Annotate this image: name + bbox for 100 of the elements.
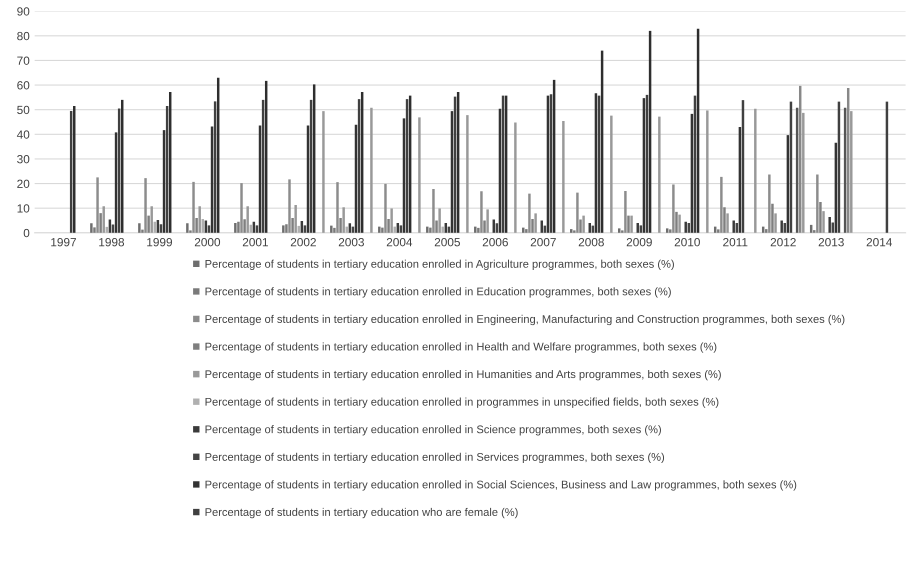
bar (418, 117, 421, 233)
y-tick-label: 10 (18, 204, 30, 213)
x-tick-label: 2001 (242, 238, 268, 246)
bar (492, 220, 496, 233)
x-tick-label: 1999 (147, 238, 172, 246)
bar (552, 80, 556, 233)
y-tick-label: 90 (17, 7, 30, 16)
bar (834, 142, 838, 233)
legend-label: Percentage of students in tertiary education enrolled in programmes in unspecified fields, both sexes (%) (206, 398, 718, 408)
bar (496, 223, 498, 233)
bar (426, 226, 429, 233)
bar (726, 213, 729, 233)
bar (352, 226, 354, 233)
bar (256, 225, 258, 233)
bar (408, 96, 412, 233)
bar (784, 222, 786, 233)
bar (618, 228, 620, 233)
bar (381, 228, 384, 233)
bar (771, 204, 774, 233)
bar (765, 229, 768, 233)
bar (358, 99, 360, 233)
bar (477, 228, 480, 233)
bar (588, 222, 591, 233)
x-tick-label: 2010 (674, 238, 700, 246)
x-tick-label: 2014 (866, 238, 892, 246)
bar (723, 207, 726, 233)
bar (690, 114, 694, 233)
bar (370, 108, 373, 233)
bar (582, 216, 585, 233)
bar (291, 218, 294, 233)
y-tick-label: 30 (17, 154, 30, 164)
bar (330, 226, 333, 233)
bar (666, 228, 668, 233)
bar (450, 111, 454, 233)
bar (432, 188, 435, 233)
bar (262, 100, 264, 233)
bar (246, 206, 249, 233)
bar (844, 108, 846, 233)
bar (333, 228, 336, 233)
x-tick-label: 2002 (290, 238, 316, 246)
x-tick-label: 2000 (194, 238, 220, 246)
bar (819, 202, 822, 233)
bar (504, 96, 508, 233)
bar (738, 126, 742, 233)
x-tick-label: 2004 (386, 238, 412, 246)
bar (474, 226, 477, 233)
y-tick-label: 40 (16, 130, 30, 139)
bar (147, 216, 150, 233)
bar (202, 219, 204, 233)
legend-label: Percentage of students in tertiary education enrolled in Agriculture programmes, both sexes (%) (206, 260, 674, 270)
bar (630, 216, 633, 233)
bar (502, 96, 504, 233)
bar (480, 191, 483, 233)
bar (121, 100, 124, 233)
bar (90, 223, 93, 233)
bar (486, 209, 489, 233)
bar (610, 116, 613, 233)
bar (642, 98, 646, 233)
bar (195, 218, 198, 233)
x-tick-label: 2006 (482, 238, 508, 246)
bar (706, 110, 709, 233)
bar (70, 110, 72, 233)
bar (192, 182, 195, 233)
bar (360, 92, 364, 233)
bar (243, 219, 246, 233)
bar (138, 223, 141, 233)
bar (99, 213, 102, 233)
bar (250, 224, 252, 233)
bar (390, 208, 393, 233)
bar (592, 226, 594, 233)
legend-label: Percentage of students in tertiary education enrolled in Health and Welfare programmes, both sexes (%) (206, 342, 716, 353)
bar (204, 220, 208, 233)
bar (186, 223, 189, 233)
bar (796, 108, 798, 233)
bar (234, 222, 237, 233)
bar (576, 192, 579, 233)
bar (216, 78, 220, 233)
bar (237, 222, 240, 233)
bar (166, 106, 168, 233)
bar (348, 223, 352, 233)
bar (210, 126, 214, 233)
bar (514, 122, 517, 233)
x-tick-label: 1998 (99, 238, 124, 246)
bar (108, 220, 112, 233)
bar (156, 220, 160, 233)
bar (198, 206, 201, 233)
x-tick-label: 2011 (723, 238, 748, 246)
bar (162, 130, 166, 233)
bar (96, 177, 99, 233)
bar (310, 100, 312, 233)
bar (456, 92, 460, 233)
bar (780, 220, 783, 233)
x-tick-label: 2003 (338, 238, 364, 246)
bar (736, 222, 738, 233)
y-tick-label: 80 (17, 32, 30, 40)
bar (118, 108, 120, 233)
bar (402, 118, 406, 233)
x-tick-label: 1997 (51, 238, 76, 246)
bar (732, 220, 735, 233)
bar (886, 102, 888, 233)
